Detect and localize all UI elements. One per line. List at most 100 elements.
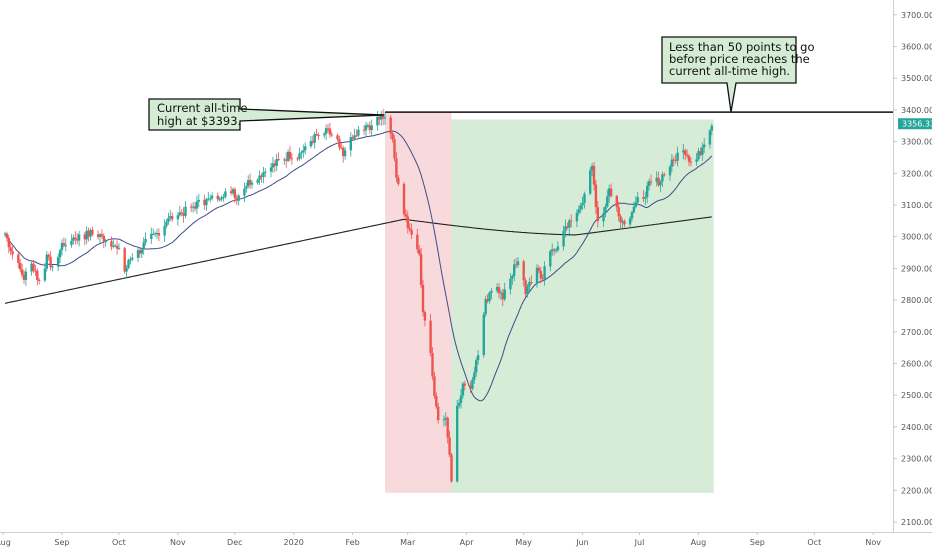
candle[interactable] xyxy=(60,239,64,256)
candle[interactable] xyxy=(670,153,674,173)
candle[interactable] xyxy=(528,277,531,293)
candle[interactable] xyxy=(273,159,276,173)
candle[interactable] xyxy=(646,181,649,204)
candle[interactable] xyxy=(205,197,208,211)
candle[interactable] xyxy=(509,273,512,295)
candle[interactable] xyxy=(482,311,485,358)
candle[interactable] xyxy=(621,218,624,229)
candle[interactable] xyxy=(247,175,250,189)
candle[interactable] xyxy=(24,267,28,287)
candle[interactable] xyxy=(362,125,366,136)
candle[interactable] xyxy=(668,164,672,182)
candle[interactable] xyxy=(606,189,609,208)
candle[interactable] xyxy=(203,194,206,210)
candle[interactable] xyxy=(235,195,238,205)
candle[interactable] xyxy=(484,295,487,318)
candle[interactable] xyxy=(488,291,491,304)
candle[interactable] xyxy=(608,184,611,203)
candle[interactable] xyxy=(659,180,662,192)
candle[interactable] xyxy=(351,134,354,141)
candle[interactable] xyxy=(180,209,183,217)
candle[interactable] xyxy=(207,191,210,202)
candle[interactable] xyxy=(218,196,221,202)
candle[interactable] xyxy=(581,196,584,211)
candle[interactable] xyxy=(619,213,622,230)
candle[interactable] xyxy=(594,180,598,214)
candle[interactable] xyxy=(636,191,639,205)
candle[interactable] xyxy=(336,133,339,142)
candle[interactable] xyxy=(476,349,480,365)
candle[interactable] xyxy=(51,265,54,272)
candle[interactable] xyxy=(617,201,620,222)
candle[interactable] xyxy=(3,231,7,237)
candle[interactable] xyxy=(419,247,423,288)
candle[interactable] xyxy=(286,149,290,163)
candle[interactable] xyxy=(503,282,506,302)
candle[interactable] xyxy=(368,121,371,134)
time-axis[interactable]: Aug Sep Oct Nov Dec 2020 Feb Mar Apr May Jun Jul Aug… xyxy=(0,532,881,547)
candle[interactable] xyxy=(364,121,368,137)
candle[interactable] xyxy=(562,225,565,251)
candle[interactable] xyxy=(416,228,419,253)
candle[interactable] xyxy=(408,222,411,232)
candle[interactable] xyxy=(197,193,200,208)
candle[interactable] xyxy=(647,178,651,191)
candle[interactable] xyxy=(663,172,666,177)
candle[interactable] xyxy=(98,232,102,244)
candle[interactable] xyxy=(499,289,503,300)
candle[interactable] xyxy=(140,248,143,259)
candle[interactable] xyxy=(475,357,478,377)
candle[interactable] xyxy=(486,294,489,304)
candle[interactable] xyxy=(283,157,286,165)
candle[interactable] xyxy=(469,381,472,393)
candle[interactable] xyxy=(549,249,552,272)
candle[interactable] xyxy=(330,131,333,138)
candle[interactable] xyxy=(457,398,461,409)
candle[interactable] xyxy=(404,208,408,222)
candle[interactable] xyxy=(47,253,50,261)
candle[interactable] xyxy=(378,115,381,125)
candle[interactable] xyxy=(5,231,9,242)
candle[interactable] xyxy=(530,275,533,285)
candle[interactable] xyxy=(657,171,660,187)
candle[interactable] xyxy=(418,244,421,257)
candle[interactable] xyxy=(302,144,305,159)
candle[interactable] xyxy=(490,288,493,300)
candle[interactable] xyxy=(383,112,387,125)
candle[interactable] xyxy=(155,228,159,240)
candle[interactable] xyxy=(62,237,66,248)
candle[interactable] xyxy=(260,173,263,183)
candle[interactable] xyxy=(290,153,294,165)
candle[interactable] xyxy=(231,187,235,196)
candle[interactable] xyxy=(76,233,79,245)
candle[interactable] xyxy=(7,234,10,254)
candle[interactable] xyxy=(191,202,195,213)
annotation-all-time-high[interactable]: Current all-time high at $3393. xyxy=(148,98,385,131)
candle[interactable] xyxy=(524,277,527,298)
candle[interactable] xyxy=(72,234,75,245)
candle[interactable] xyxy=(697,147,700,162)
candle[interactable] xyxy=(163,219,166,242)
candle[interactable] xyxy=(370,119,373,136)
candle[interactable] xyxy=(448,430,451,458)
candle[interactable] xyxy=(171,212,174,222)
candle[interactable] xyxy=(444,412,447,426)
candle[interactable] xyxy=(182,207,185,223)
candle[interactable] xyxy=(195,195,199,215)
candle[interactable] xyxy=(313,131,316,149)
candle[interactable] xyxy=(43,263,47,283)
candle[interactable] xyxy=(38,278,41,285)
candle[interactable] xyxy=(406,210,409,234)
candle[interactable] xyxy=(380,111,383,127)
candle[interactable] xyxy=(556,241,560,253)
candle[interactable] xyxy=(526,284,529,298)
candle[interactable] xyxy=(459,388,463,409)
candle[interactable] xyxy=(243,182,246,203)
candle[interactable] xyxy=(57,253,60,271)
candle[interactable] xyxy=(157,228,161,242)
candle[interactable] xyxy=(421,279,425,317)
candle[interactable] xyxy=(389,115,392,140)
candle[interactable] xyxy=(224,188,227,199)
candle[interactable] xyxy=(644,191,647,206)
candle[interactable] xyxy=(269,162,273,178)
